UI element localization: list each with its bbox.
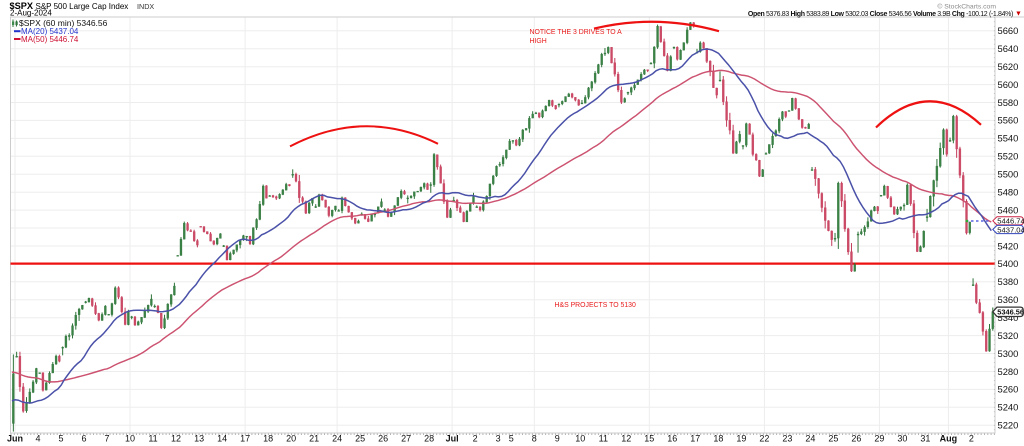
svg-text:Jul: Jul: [446, 434, 459, 444]
svg-text:21: 21: [309, 434, 319, 444]
svg-text:16: 16: [667, 434, 677, 444]
svg-text:5620: 5620: [998, 61, 1019, 72]
svg-text:18: 18: [713, 434, 723, 444]
svg-text:22: 22: [759, 434, 769, 444]
svg-text:S&P 500 Large Cap Index: S&P 500 Large Cap Index: [36, 2, 129, 11]
svg-text:6: 6: [81, 434, 86, 444]
svg-text:5: 5: [58, 434, 63, 444]
svg-text:5360: 5360: [998, 294, 1019, 305]
svg-text:HIGH: HIGH: [530, 38, 547, 45]
svg-text:5240: 5240: [998, 402, 1019, 413]
svg-text:24: 24: [805, 434, 815, 444]
svg-text:5260: 5260: [998, 384, 1019, 395]
svg-text:10: 10: [575, 434, 585, 444]
svg-text:10: 10: [125, 434, 135, 444]
svg-text:5446.74: 5446.74: [997, 217, 1024, 226]
svg-text:5320: 5320: [998, 330, 1019, 341]
svg-text:5220: 5220: [998, 420, 1019, 431]
svg-text:$SPX: $SPX: [10, 1, 34, 11]
svg-text:13: 13: [194, 434, 204, 444]
svg-text:11: 11: [599, 434, 608, 444]
svg-text:24: 24: [332, 434, 342, 444]
svg-text:12: 12: [171, 434, 181, 444]
svg-text:5420: 5420: [998, 240, 1019, 251]
svg-text:31: 31: [920, 434, 930, 444]
svg-text:2: 2: [473, 434, 478, 444]
svg-text:26: 26: [378, 434, 388, 444]
svg-text:18: 18: [263, 434, 273, 444]
svg-text:H&S PROJECTS TO 5130: H&S PROJECTS TO 5130: [555, 302, 636, 309]
svg-text:▼: ▼: [1015, 11, 1022, 18]
svg-text:5640: 5640: [998, 43, 1019, 54]
svg-text:4: 4: [35, 434, 40, 444]
svg-text:5437.04: 5437.04: [997, 225, 1024, 234]
svg-text:26: 26: [851, 434, 861, 444]
svg-text:$SPX (60 min) 5346.56: $SPX (60 min) 5346.56: [19, 18, 108, 28]
svg-text:14: 14: [217, 434, 227, 444]
svg-text:5300: 5300: [998, 348, 1019, 359]
svg-text:5520: 5520: [998, 151, 1019, 162]
svg-text:© StockCharts.com: © StockCharts.com: [937, 3, 996, 11]
svg-text:2-Aug-2024: 2-Aug-2024: [10, 8, 52, 17]
svg-text:5346.56: 5346.56: [997, 308, 1024, 317]
svg-text:23: 23: [782, 434, 792, 444]
svg-text:8: 8: [532, 434, 537, 444]
svg-text:5: 5: [509, 434, 514, 444]
svg-text:30: 30: [897, 434, 907, 444]
svg-text:5340: 5340: [998, 312, 1019, 323]
svg-text:5580: 5580: [998, 97, 1019, 108]
svg-text:17: 17: [240, 434, 250, 444]
svg-text:5380: 5380: [998, 276, 1019, 287]
svg-text:5400: 5400: [998, 258, 1019, 269]
svg-text:7: 7: [104, 434, 109, 444]
svg-text:2: 2: [969, 434, 974, 444]
svg-text:Jun: Jun: [7, 434, 23, 444]
svg-text:3: 3: [496, 434, 501, 444]
svg-text:5460: 5460: [998, 204, 1019, 215]
svg-text:5600: 5600: [998, 79, 1019, 90]
svg-text:29: 29: [874, 434, 884, 444]
svg-text:19: 19: [736, 434, 746, 444]
svg-text:MA(20) 5437.04: MA(20) 5437.04: [21, 27, 79, 36]
svg-text:27: 27: [401, 434, 411, 444]
svg-text:5500: 5500: [998, 169, 1019, 180]
svg-text:28: 28: [424, 434, 434, 444]
svg-text:20: 20: [286, 434, 296, 444]
svg-text:12: 12: [621, 434, 631, 444]
svg-text:25: 25: [355, 434, 365, 444]
svg-text:25: 25: [828, 434, 838, 444]
svg-text:17: 17: [690, 434, 700, 444]
svg-text:5480: 5480: [998, 187, 1019, 198]
svg-text:Open 5376.83 High 5383.89 Low: Open 5376.83 High 5383.89 Low 5302.03 Cl…: [748, 11, 1013, 18]
svg-text:5540: 5540: [998, 133, 1019, 144]
svg-text:INDX: INDX: [137, 2, 154, 11]
svg-text:15: 15: [644, 434, 654, 444]
svg-text:11: 11: [148, 434, 157, 444]
svg-text:9: 9: [555, 434, 560, 444]
svg-text:Aug: Aug: [940, 434, 958, 444]
svg-text:5280: 5280: [998, 366, 1019, 377]
svg-text:5660: 5660: [998, 25, 1019, 36]
svg-text:NOTICE THE 3 DRIVES TO A: NOTICE THE 3 DRIVES TO A: [530, 29, 623, 36]
svg-text:5560: 5560: [998, 115, 1019, 126]
svg-text:MA(50) 5446.74: MA(50) 5446.74: [21, 35, 79, 44]
